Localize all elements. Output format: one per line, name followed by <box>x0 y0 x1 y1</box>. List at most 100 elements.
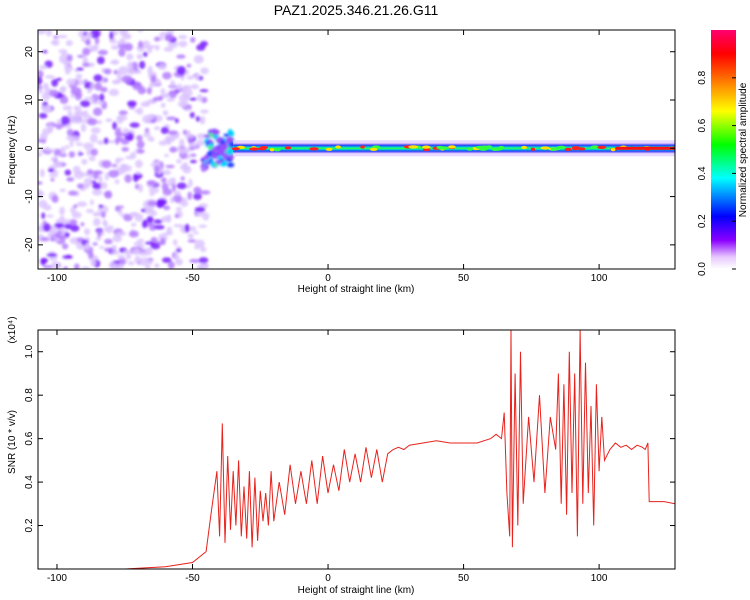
noise-speck <box>136 134 143 141</box>
noise-speck <box>42 50 48 54</box>
noise-speck <box>137 238 145 243</box>
noise-speck <box>160 102 166 108</box>
noise-speck <box>120 132 130 137</box>
noise-speck <box>154 126 160 131</box>
noise-speck <box>153 219 163 224</box>
noise-speck <box>66 78 77 86</box>
carrier-peak <box>610 147 616 152</box>
noise-speck <box>45 146 50 152</box>
noise-speck <box>69 219 78 226</box>
spectrogram-y-tick-label: 20 <box>24 46 35 58</box>
spectrogram-y-axis-label: Frequency (Hz) <box>7 116 18 185</box>
noise-speck <box>137 85 146 95</box>
noise-speck <box>40 237 50 242</box>
noise-speck <box>166 97 175 102</box>
noise-speck <box>171 177 176 184</box>
noise-speck <box>92 170 99 180</box>
carrier-peak <box>309 147 319 151</box>
snr-x-tick-label: -50 <box>185 573 200 584</box>
noise-speck <box>199 247 207 252</box>
onset-speck <box>220 139 226 145</box>
carrier-peak <box>530 147 536 151</box>
snr-y-tick-label: 0.2 <box>24 518 35 532</box>
carrier-peak <box>372 145 381 149</box>
noise-speck <box>194 72 200 81</box>
noise-speck <box>177 101 189 108</box>
noise-speck <box>187 137 194 145</box>
noise-speck <box>154 80 160 84</box>
noise-speck <box>60 86 65 94</box>
noise-speck <box>86 34 92 38</box>
noise-speck <box>104 68 112 75</box>
noise-speck <box>167 40 178 49</box>
noise-speck <box>123 43 134 52</box>
noise-speck <box>190 36 196 43</box>
noise-speck <box>193 186 202 194</box>
noise-speck <box>53 223 65 228</box>
noise-speck <box>119 163 128 173</box>
noise-speck <box>109 31 114 40</box>
noise-speck <box>167 261 175 269</box>
noise-speck <box>126 53 134 61</box>
noise-speck <box>173 194 182 203</box>
onset-speck <box>223 143 229 150</box>
noise-speck <box>38 76 43 85</box>
noise-speck <box>137 30 143 33</box>
noise-speck <box>173 190 182 196</box>
noise-speck <box>63 59 70 69</box>
noise-speck <box>166 116 177 121</box>
carrier-peak <box>408 145 419 149</box>
noise-speck <box>173 239 178 246</box>
spectrogram-x-axis-label: Height of straight line (km) <box>298 284 415 295</box>
noise-speck <box>94 37 100 45</box>
noise-speck <box>114 205 121 212</box>
noise-speck <box>110 60 117 64</box>
noise-speck <box>114 232 122 238</box>
noise-speck <box>103 221 108 227</box>
noise-speck <box>167 130 178 135</box>
noise-speck <box>164 153 169 158</box>
snr-y-tick-label: 1.0 <box>24 344 35 358</box>
carrier-peak <box>590 145 600 149</box>
noise-speck <box>184 223 190 233</box>
noise-speck <box>97 49 108 56</box>
noise-speck <box>59 188 66 193</box>
onset-speck <box>204 134 211 138</box>
noise-speck <box>153 165 160 173</box>
noise-speck <box>64 223 72 230</box>
noise-speck <box>168 90 177 99</box>
carrier-peak <box>577 147 586 151</box>
noise-speck <box>99 245 105 249</box>
noise-speck <box>123 250 132 255</box>
noise-speck <box>174 118 179 124</box>
noise-speck <box>118 30 129 35</box>
noise-speck <box>188 226 197 232</box>
noise-speck <box>125 33 132 40</box>
noise-speck <box>82 47 91 56</box>
noise-speck <box>49 148 56 153</box>
noise-speck <box>38 86 43 95</box>
noise-speck <box>138 183 144 193</box>
noise-speck <box>101 160 112 169</box>
noise-speck <box>200 190 211 195</box>
onset-speck <box>207 145 213 150</box>
noise-speck <box>111 163 118 168</box>
noise-speck <box>196 94 203 102</box>
noise-speck <box>147 137 152 141</box>
noise-speck <box>166 214 172 223</box>
noise-speck <box>70 224 80 232</box>
noise-speck <box>136 53 143 60</box>
noise-speck <box>142 115 152 124</box>
noise-speck <box>149 192 155 197</box>
noise-speck <box>100 86 108 93</box>
noise-speck <box>143 131 151 138</box>
noise-speck <box>81 36 87 43</box>
noise-speck <box>66 54 73 62</box>
noise-speck <box>135 171 141 175</box>
noise-speck <box>169 196 175 204</box>
noise-speck <box>38 112 48 119</box>
carrier-peak <box>466 147 474 151</box>
noise-speck <box>65 67 71 75</box>
